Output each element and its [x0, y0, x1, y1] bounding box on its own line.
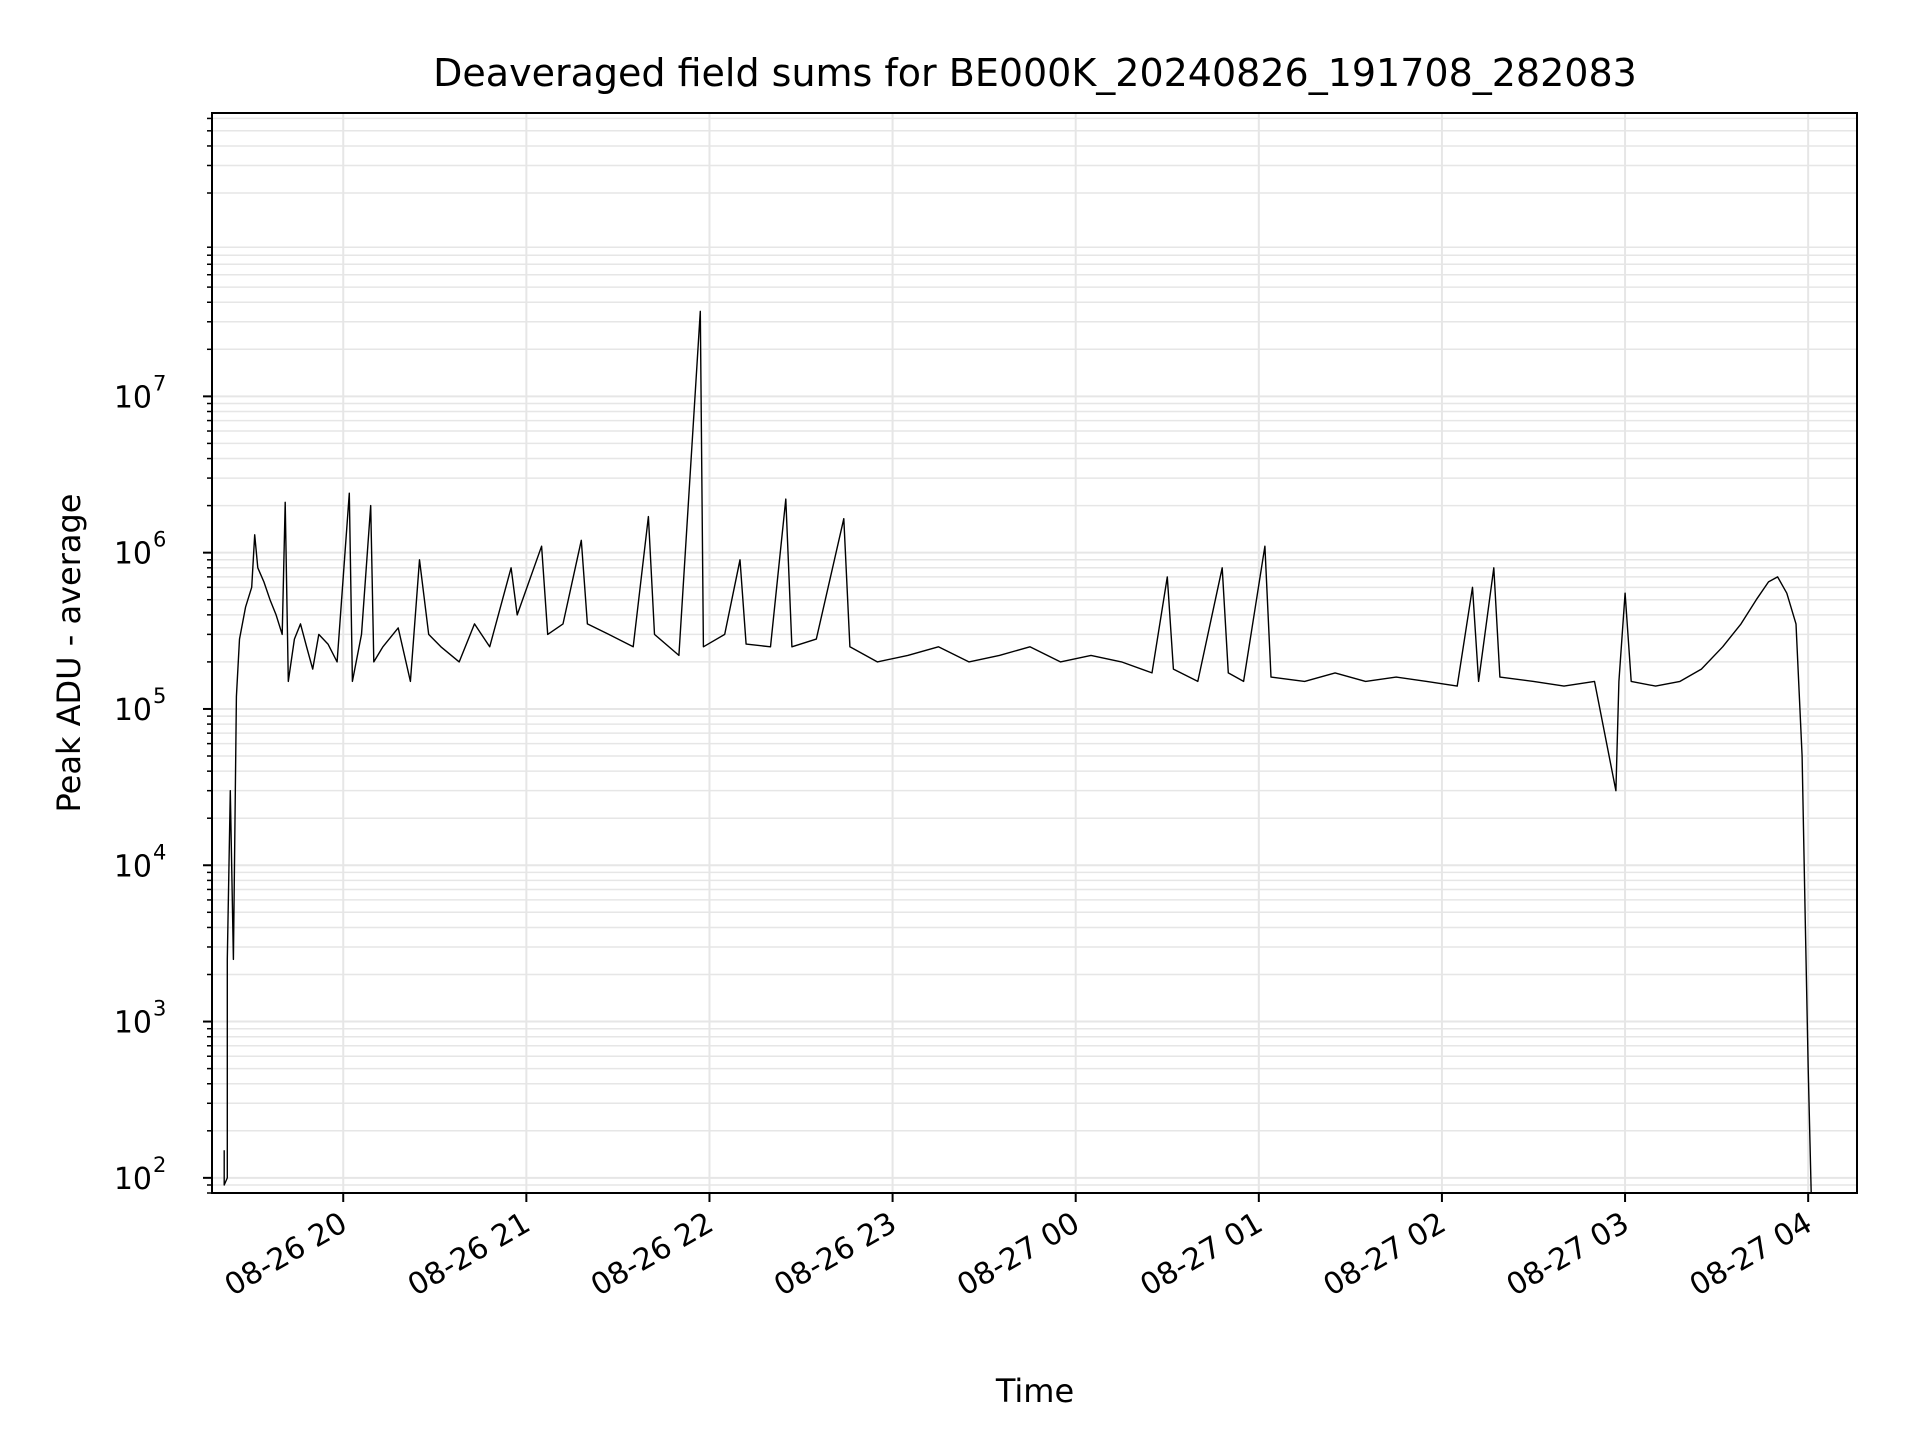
y-tick-base: 10: [114, 537, 152, 572]
plot-frame: [211, 112, 1858, 1194]
x-axis-label: Time: [995, 1372, 1074, 1410]
y-tick-label: 10 2: [114, 1153, 167, 1197]
y-tick-base: 10: [114, 1162, 152, 1197]
y-tick-exponent: 2: [153, 1153, 166, 1177]
y-tick-base: 10: [114, 1006, 152, 1041]
grid: [212, 113, 1857, 1194]
series-layer: [223, 310, 1812, 1194]
y-tick-base: 10: [114, 380, 152, 415]
series-line: [223, 310, 1812, 1194]
y-tick-exponent: 4: [153, 840, 166, 864]
y-tick-exponent: 6: [153, 528, 166, 552]
y-axis-label: Peak ADU - average: [50, 494, 88, 813]
y-tick-label: 10 3: [114, 997, 167, 1041]
y-tick-exponent: 7: [153, 371, 166, 395]
y-tick-label: 10 5: [114, 684, 167, 728]
chart-title: Deaveraged field sums for BE000K_2024082…: [433, 51, 1637, 95]
y-tick-exponent: 3: [153, 997, 166, 1021]
y-tick-label: 10 7: [114, 371, 167, 415]
y-tick-label: 10 4: [114, 840, 167, 884]
y-tick-exponent: 5: [153, 684, 166, 708]
y-tick-base: 10: [114, 849, 152, 884]
y-tick-base: 10: [114, 693, 152, 728]
y-tick-label: 10 6: [114, 528, 167, 572]
